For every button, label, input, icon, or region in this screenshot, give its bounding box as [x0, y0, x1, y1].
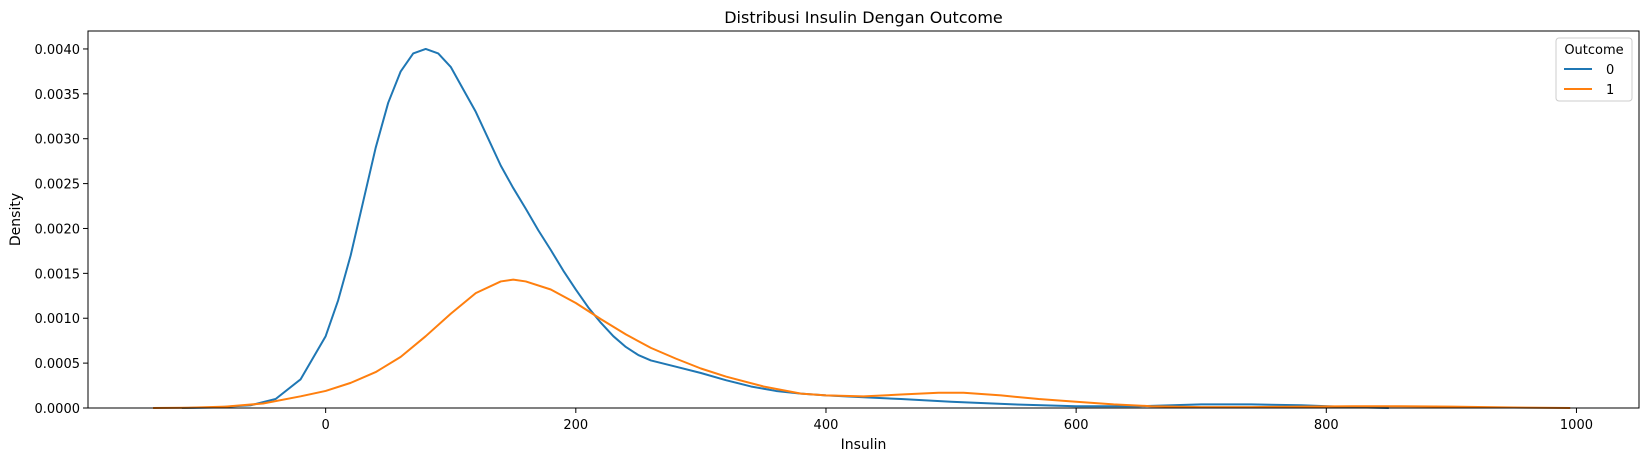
- legend-title: Outcome: [1564, 43, 1623, 58]
- legend-label-1: 1: [1606, 83, 1614, 98]
- x-tick-label: 1000: [1560, 418, 1593, 433]
- y-tick-label: 0.0040: [35, 43, 81, 58]
- legend-label-0: 0: [1606, 63, 1614, 78]
- x-tick-label: 200: [563, 418, 588, 433]
- y-tick-label: 0.0020: [35, 222, 81, 237]
- x-tick-label: 600: [1064, 418, 1089, 433]
- series-line-1: [153, 278, 1571, 409]
- y-tick-label: 0.0035: [35, 88, 81, 103]
- y-tick-label: 0.0025: [35, 178, 81, 193]
- legend: Outcome 0 1: [1555, 37, 1633, 102]
- y-tick-label: 0.0000: [35, 402, 81, 417]
- x-tick-label: 800: [1314, 418, 1339, 433]
- y-tick-label: 0.0015: [35, 267, 81, 282]
- x-tick-label: 0: [322, 418, 330, 433]
- chart-title: Distribusi Insulin Dengan Outcome: [724, 8, 1003, 27]
- series-line-0: [181, 47, 1389, 409]
- plot-area: 0 200 400 600 800 1000 0.0000 0.0005 0.0010 0.001…: [35, 30, 1640, 433]
- x-tick-label: 400: [814, 418, 839, 433]
- plot-frame: [87, 30, 1640, 409]
- y-tick-label: 0.0005: [35, 357, 81, 372]
- y-axis-label: Density: [8, 193, 24, 246]
- y-tick-label: 0.0010: [35, 312, 81, 327]
- legend-box: [1555, 37, 1633, 102]
- x-axis-label: Insulin: [841, 437, 887, 453]
- y-tick-label: 0.0030: [35, 133, 81, 148]
